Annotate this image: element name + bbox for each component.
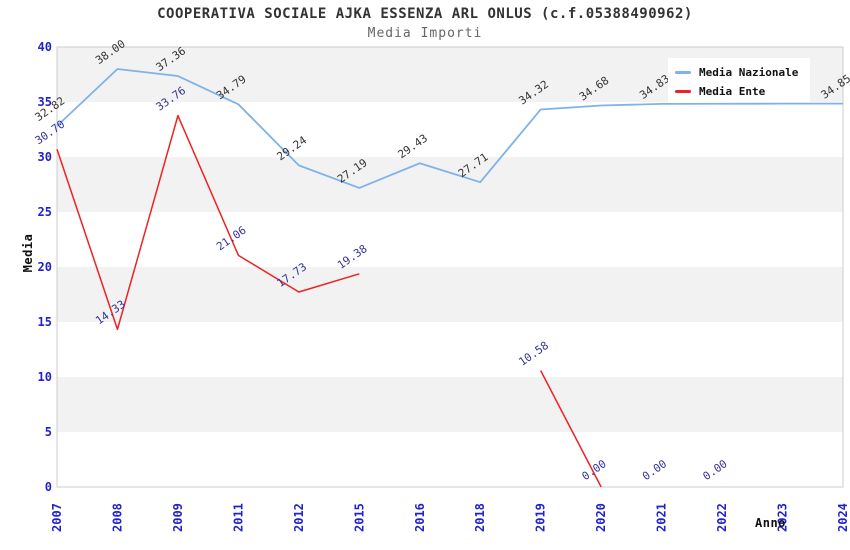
x-tick-label: 2011 <box>231 503 245 532</box>
plot-border <box>56 46 844 488</box>
x-tick-label: 2008 <box>110 503 124 532</box>
x-tick-label: 2012 <box>292 503 306 532</box>
x-tick-label: 2024 <box>836 503 850 532</box>
y-tick-label: 5 <box>45 425 52 439</box>
background-band <box>57 322 843 377</box>
y-tick-label: 10 <box>38 370 52 384</box>
legend: Media Nazionale Media Ente <box>668 58 810 102</box>
background-band <box>57 267 843 322</box>
series-line-media-ente <box>56 114 360 331</box>
chart-title: COOPERATIVA SOCIALE AJKA ESSENZA ARL ONL… <box>157 6 693 22</box>
y-tick-label: 15 <box>38 315 52 329</box>
background-band <box>57 377 843 432</box>
x-tick-label: 2009 <box>171 503 185 532</box>
y-tick-label: 30 <box>38 150 52 164</box>
x-tick-label: 2020 <box>594 503 608 532</box>
y-tick-label: 40 <box>38 40 52 54</box>
x-axis-title: Anno <box>755 516 786 530</box>
series-line-media-nazionale <box>56 68 843 189</box>
x-tick-label: 2015 <box>352 503 366 532</box>
y-axis-title: Media <box>21 233 35 273</box>
legend-item-media-nazionale: Media Nazionale <box>675 63 810 82</box>
x-tick-label: 2022 <box>715 503 729 532</box>
background-band <box>57 157 843 212</box>
background-band <box>57 102 843 157</box>
x-tick-label: 2016 <box>413 503 427 532</box>
background-band <box>57 212 843 267</box>
y-tick-label: 25 <box>38 205 52 219</box>
blue-line-marker-icon <box>675 71 691 74</box>
y-tick-label: 0 <box>45 480 52 494</box>
chart-subtitle: Media Importi <box>367 26 483 41</box>
series-line-media-ente <box>540 370 602 488</box>
y-tick-label: 20 <box>38 260 52 274</box>
x-tick-label: 2023 <box>776 503 790 532</box>
red-line-marker-icon <box>675 90 691 93</box>
legend-label: Media Ente <box>699 85 766 98</box>
background-band <box>57 432 843 487</box>
x-tick-label: 2021 <box>655 503 669 532</box>
x-tick-label: 2019 <box>534 503 548 532</box>
y-tick-label: 35 <box>38 95 52 109</box>
x-tick-label: 2007 <box>50 503 64 532</box>
legend-item-media-ente: Media Ente <box>675 82 810 101</box>
x-tick-label: 2018 <box>473 503 487 532</box>
legend-label: Media Nazionale <box>699 66 799 79</box>
